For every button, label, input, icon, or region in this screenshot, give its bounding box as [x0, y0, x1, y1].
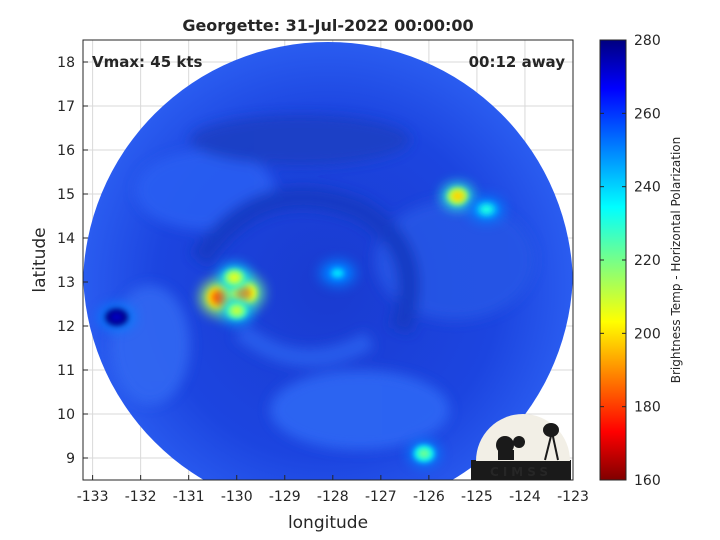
colorbar-ticks: 160 180 200 220 240 260 280 [600, 33, 661, 489]
feature-core [230, 305, 243, 316]
x-tick-label: -133 [77, 489, 109, 505]
x-tick-label: -132 [125, 489, 157, 505]
vmax-annotation: Vmax: 45 kts [92, 53, 202, 71]
feature-core [109, 312, 124, 323]
colorbar-label: Brightness Temp - Horizontal Polarizatio… [669, 137, 683, 384]
colorbar-tick-label: 280 [634, 33, 661, 49]
x-tick-label: -131 [173, 489, 205, 505]
x-tick-label: -129 [269, 489, 301, 505]
colorbar-tick-label: 260 [634, 106, 661, 122]
feature-core [212, 290, 228, 305]
y-tick-label: 10 [57, 407, 75, 423]
logo-text: CIMSS [490, 465, 552, 479]
y-tick-label: 18 [57, 55, 75, 71]
chart-title: Georgette: 31-Jul-2022 00:00:00 [182, 16, 473, 35]
x-axis-label: longitude [288, 513, 368, 533]
y-axis-label: latitude [30, 227, 50, 292]
x-tick-label: -130 [221, 489, 253, 505]
x-tick-label: -126 [413, 489, 445, 505]
x-tick-label: -124 [509, 489, 541, 505]
feature-core [479, 204, 494, 215]
colorbar-tick-label: 240 [634, 180, 661, 196]
x-tick-label: -123 [557, 489, 589, 505]
y-tick-label: 11 [57, 363, 75, 379]
colorbar-tick-label: 220 [634, 253, 661, 269]
cimss-logo: CIMSS [471, 414, 571, 480]
time-away-annotation: 00:12 away [469, 53, 566, 71]
y-tick-label: 9 [66, 451, 75, 467]
x-tick-label: -127 [365, 489, 397, 505]
swath-image [83, 42, 573, 480]
colorbar-tick-label: 180 [634, 400, 661, 416]
x-tick-label: -128 [317, 489, 349, 505]
x-tick-label: -125 [461, 489, 493, 505]
y-tick-label: 14 [57, 231, 75, 247]
y-tick-label: 13 [57, 275, 75, 291]
axis-ticks: -133 -132 -131 -130 -129 -128 -127 -126 -125 -124… [57, 55, 589, 505]
y-tick-label: 16 [57, 143, 75, 159]
y-tick-label: 12 [57, 319, 75, 335]
y-tick-label: 15 [57, 187, 75, 203]
plot-frame [82, 39, 574, 481]
y-tick-label: 17 [57, 99, 75, 115]
feature-core [228, 272, 241, 283]
colorbar-tick-label: 200 [634, 326, 661, 342]
colorbar-tick-label: 160 [634, 473, 661, 489]
feature-core [330, 268, 345, 279]
feature-core [418, 448, 431, 459]
feature-core [451, 191, 464, 202]
